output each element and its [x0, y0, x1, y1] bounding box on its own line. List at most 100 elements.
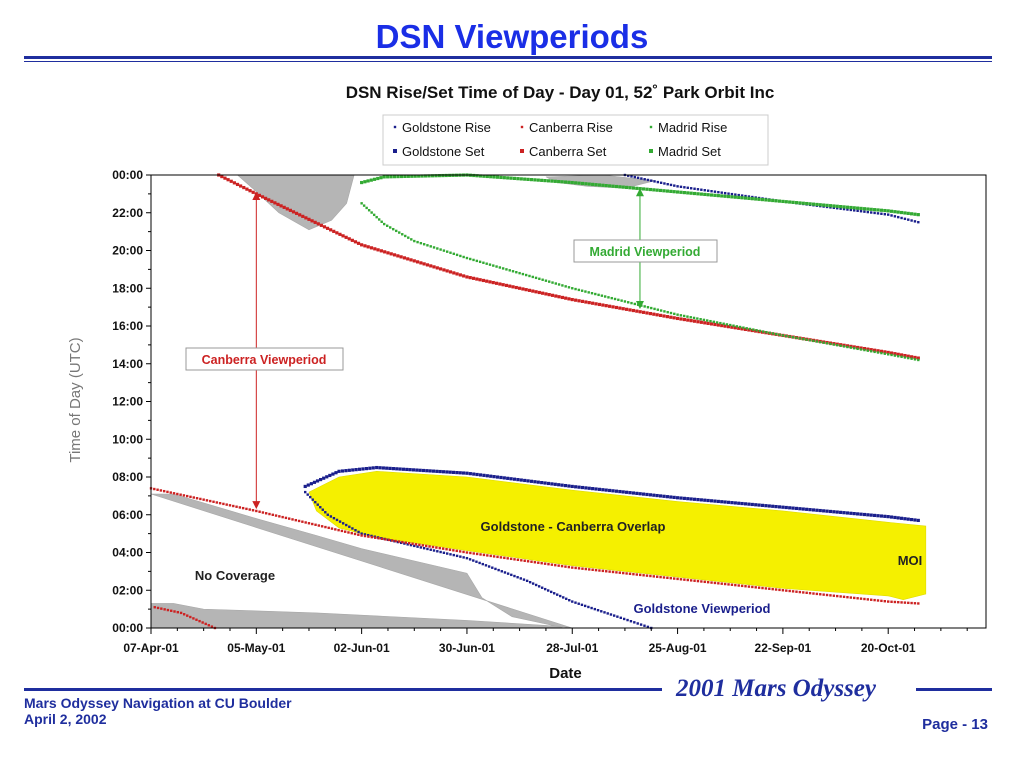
data-point: [482, 261, 485, 264]
data-point: [720, 582, 723, 585]
data-point: [472, 472, 476, 476]
data-point: [261, 511, 265, 514]
data-point: [509, 176, 513, 180]
data-point: [757, 197, 761, 201]
data-point: [689, 319, 693, 323]
data-point: [862, 207, 867, 211]
data-point: [437, 174, 441, 178]
data-point: [740, 501, 744, 506]
data-point: [462, 556, 465, 559]
y-tick-label: 22:00: [112, 206, 143, 220]
data-point: [893, 515, 897, 520]
data-point: [186, 494, 189, 498]
data-point: [541, 278, 544, 281]
data-point: [260, 195, 265, 199]
data-point: [673, 184, 676, 187]
data-point: [652, 188, 656, 192]
data-point: [630, 175, 633, 178]
data-point: [340, 469, 345, 473]
data-point: [478, 174, 483, 178]
data-point: [720, 194, 724, 198]
data-point: [805, 338, 808, 341]
data-point: [560, 295, 564, 300]
data-point: [541, 291, 545, 295]
data-point: [311, 522, 314, 526]
data-point: [397, 540, 401, 543]
footer-left: Mars Odyssey Navigation at CU Boulder Ap…: [24, 695, 292, 727]
footer-rule-left: [24, 688, 662, 691]
data-point: [597, 183, 602, 187]
data-point: [692, 316, 696, 320]
data-point: [424, 544, 428, 548]
data-point: [658, 494, 663, 498]
data-point: [601, 303, 605, 307]
data-point: [367, 209, 371, 212]
data-point: [156, 488, 159, 491]
data-point: [591, 301, 595, 305]
data-point: [396, 254, 400, 258]
data-point: [883, 213, 887, 216]
data-point: [301, 214, 305, 218]
data-point: [419, 546, 423, 549]
data-point: [328, 473, 332, 478]
data-point: [597, 487, 602, 491]
data-point: [469, 551, 472, 555]
data-point: [893, 600, 897, 604]
data-point: [516, 558, 520, 562]
data-point: [604, 183, 608, 188]
data-point: [777, 199, 782, 203]
data-point: [623, 300, 627, 303]
data-point: [367, 533, 370, 537]
data-point: [774, 504, 778, 509]
data-point: [338, 232, 342, 236]
data-point: [635, 309, 639, 313]
data-point: [222, 502, 225, 506]
data-point: [329, 228, 333, 232]
data-point: [574, 298, 578, 302]
data-point: [669, 183, 673, 187]
data-point: [588, 568, 591, 571]
data-point: [502, 476, 506, 480]
data-point: [374, 536, 377, 539]
data-point: [462, 255, 465, 259]
data-point: [462, 550, 465, 554]
data-point: [856, 512, 860, 516]
data-point: [910, 357, 913, 360]
data-point: [564, 565, 567, 568]
data-point: [600, 294, 604, 297]
data-point: [465, 551, 469, 554]
data-point: [515, 271, 518, 274]
data-point: [715, 321, 719, 324]
data-point: [849, 208, 853, 212]
data-point: [913, 518, 917, 522]
data-point: [570, 180, 574, 185]
data-point: [574, 566, 577, 570]
data-point: [601, 569, 605, 573]
data-point: [859, 512, 863, 516]
data-point: [279, 204, 283, 208]
data-point: [468, 276, 472, 280]
data-point: [836, 594, 839, 598]
data-point: [487, 565, 491, 568]
data-point: [627, 301, 630, 304]
data-point: [245, 187, 249, 191]
data-point: [531, 275, 534, 279]
data-point: [621, 490, 625, 494]
madrid-arrow-head-down: [635, 301, 644, 310]
data-point: [441, 470, 446, 474]
data-point: [465, 275, 469, 279]
data-point: [640, 177, 643, 180]
data-point: [182, 494, 186, 497]
data-point: [514, 285, 518, 290]
data-point: [423, 174, 428, 178]
data-point: [754, 586, 757, 589]
data-point: [294, 211, 299, 215]
data-point: [614, 305, 619, 310]
data-point: [618, 306, 622, 310]
data-point: [489, 474, 493, 478]
data-point: [195, 618, 198, 621]
data-point: [808, 339, 812, 342]
data-point: [642, 187, 646, 191]
data-point: [740, 584, 744, 588]
data-point: [584, 290, 587, 293]
